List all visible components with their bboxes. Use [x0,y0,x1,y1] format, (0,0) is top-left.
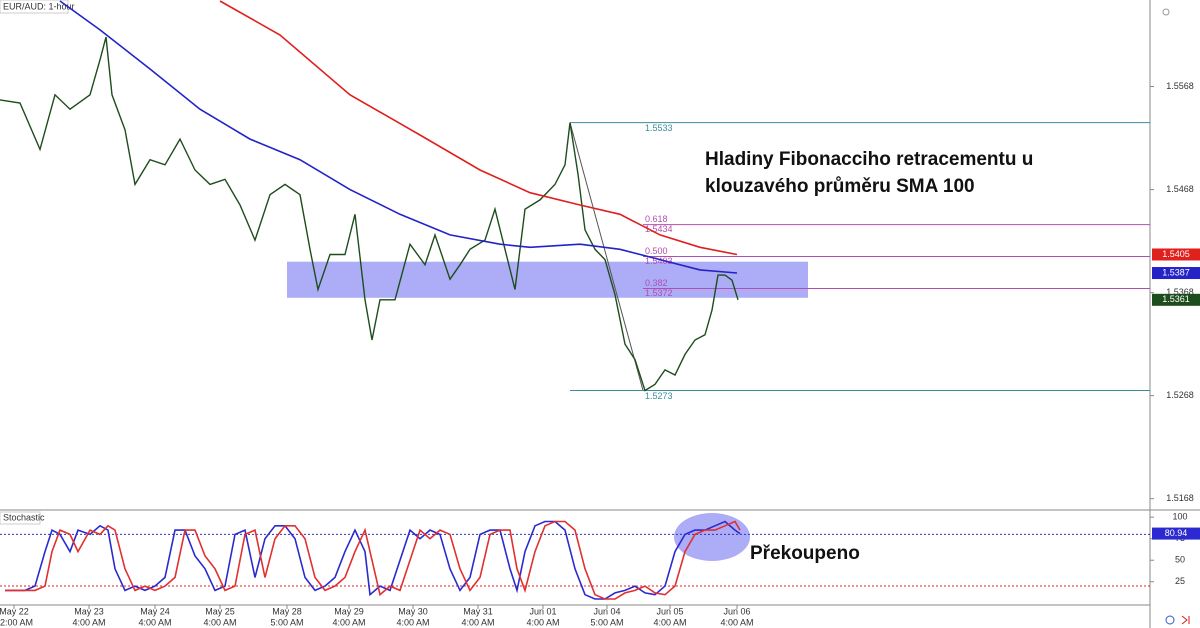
x-tick-label: May 24 [140,606,170,616]
x-tick-label: Jun 06 [723,606,750,616]
x-tick-label: Jun 05 [656,606,683,616]
x-tick-time-label: 4:00 AM [396,617,429,627]
x-tick-label: May 22 [0,606,29,616]
y-tick-label: 1.5168 [1166,493,1194,503]
x-tick-time-label: 4:00 AM [653,617,686,627]
last-value-label: 1.5387 [1162,267,1190,277]
series-line [5,520,741,600]
last-value-label: 1.5405 [1162,249,1190,259]
fib-label: 1.5273 [645,391,673,401]
x-tick-time-label: 12:00 AM [0,617,33,627]
x-tick-time-label: 4:00 AM [461,617,494,627]
fib-price: 1.5403 [645,256,673,266]
chart-title: EUR/AUD: 1-hour [3,1,75,11]
x-tick-label: May 30 [398,606,428,616]
x-tick-time-label: 5:00 AM [270,617,303,627]
annotation: Hladiny Fibonacciho retracementu u [705,149,1033,170]
x-tick-time-label: 4:00 AM [720,617,753,627]
x-tick-label: May 23 [74,606,104,616]
x-tick-time-label: 5:00 AM [590,617,623,627]
x-tick-time-label: 4:00 AM [203,617,236,627]
last-value-label: 1.5361 [1162,294,1190,304]
y-tick-label: 1.5568 [1166,81,1194,91]
series-line [59,0,738,274]
x-tick-time-label: 4:00 AM [72,617,105,627]
y-tick-label: 25 [1175,576,1185,586]
x-tick-time-label: 4:00 AM [138,617,171,627]
fib-ratio: 0.382 [645,278,668,288]
pane-title-box [0,511,41,525]
fib-label: 1.5533 [645,123,673,133]
x-tick-time-label: 4:00 AM [332,617,365,627]
last-value-tag [1152,248,1200,261]
x-tick-time-label: 4:00 AM [526,617,559,627]
fib-price: 1.5372 [645,288,673,298]
last-value-tag [1152,267,1200,280]
fib-ratio: 0.618 [645,214,668,224]
x-tick-label: Jun 04 [593,606,620,616]
x-tick-label: May 25 [205,606,235,616]
annotation: klouzavého průměru SMA 100 [705,176,975,197]
y-tick-label: 1.5468 [1166,184,1194,194]
series-line [219,0,738,256]
y-tick-label: 1.5268 [1166,390,1194,400]
price-zone [287,261,808,298]
last-value-tag [1152,293,1200,306]
y-tick-label: 100 [1172,512,1187,522]
x-tick-label: May 28 [272,606,302,616]
y-tick-label: 1.5368 [1166,287,1194,297]
series-line [5,520,741,600]
series-line [0,36,739,392]
annotation: Překoupeno [750,543,860,564]
last-value-tag [1152,527,1200,540]
y-tick-label: 50 [1175,555,1185,565]
last-value-label: 80.94 [1165,528,1188,538]
toolbar-icons [1162,8,1190,625]
icon[interactable] [1181,615,1190,625]
icon [1162,8,1170,16]
pane-title: Stochastic [3,512,45,522]
fib-ratio: 0.500 [645,246,668,256]
overbought-highlight [674,513,750,561]
fib-trend [569,122,644,391]
icon[interactable] [1165,615,1175,625]
x-tick-label: Jun 01 [529,606,556,616]
x-tick-label: May 29 [334,606,364,616]
fib-price: 1.5434 [645,224,673,234]
x-tick-label: May 31 [463,606,493,616]
